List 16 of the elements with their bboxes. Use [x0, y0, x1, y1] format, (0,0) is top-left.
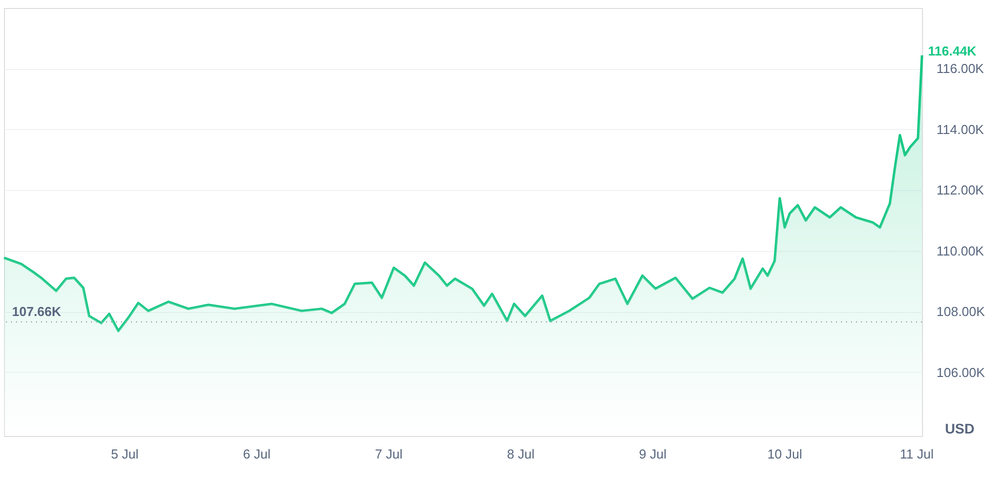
x-tick-label: 7 Jul [375, 446, 403, 462]
x-tick-label: 6 Jul [243, 446, 271, 462]
x-tick-label: 8 Jul [507, 446, 535, 462]
x-tick-label: 5 Jul [111, 446, 139, 462]
y-tick-label: 110.00K [936, 243, 984, 258]
annotation: 116.44K [928, 43, 978, 58]
y-tick-label: 108.00K [936, 304, 986, 320]
x-tick-label: 9 Jul [639, 446, 667, 462]
y-tick-label: 114.00K [936, 122, 984, 137]
y-tick-label: 112.00K [936, 182, 984, 198]
y-axis-title: USD [944, 420, 974, 436]
y-tick-label: 106.00K [936, 364, 986, 380]
x-tick-label: 10 Jul [767, 446, 802, 462]
ref-line-label: 107.66K [12, 304, 62, 319]
x-tick-label: 11 Jul [900, 446, 934, 462]
y-tick-label: 116.00K [936, 61, 984, 76]
